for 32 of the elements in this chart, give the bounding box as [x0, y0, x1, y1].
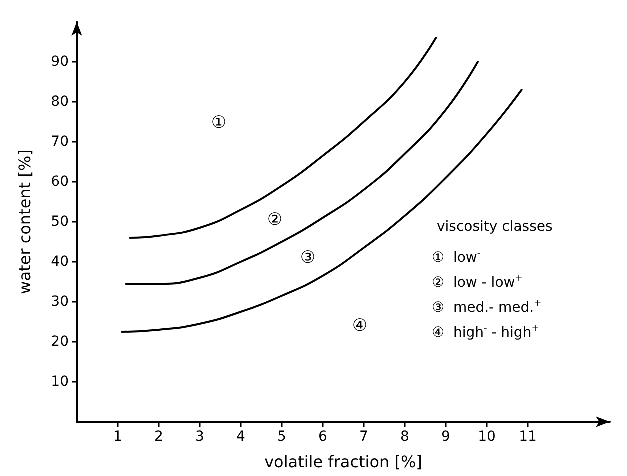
- y-tick-label: 90: [51, 54, 69, 70]
- x-tick-label: 4: [236, 429, 246, 445]
- x-tick-label: 6: [318, 429, 328, 445]
- y-tick-label: 60: [51, 174, 69, 190]
- x-tick-label: 2: [154, 429, 164, 445]
- y-tick-label: 10: [51, 374, 69, 390]
- x-tick-label: 7: [360, 429, 368, 445]
- y-tick-label: 80: [51, 94, 69, 110]
- x-tick-label: 5: [278, 429, 286, 445]
- x-tick-label: 11: [519, 429, 537, 445]
- annotation: ①: [211, 113, 227, 133]
- y-tick-label: 50: [51, 214, 69, 230]
- annotation: ③ med.- med.+: [432, 299, 542, 316]
- x-tick-label: 9: [442, 429, 450, 445]
- y-tick-label: 20: [51, 334, 69, 350]
- y-tick-label: 70: [51, 134, 69, 150]
- y-tick-label: 40: [51, 254, 69, 270]
- annotation: ② low - low+: [432, 274, 523, 291]
- x-tick-label: 1: [114, 429, 122, 445]
- annotation: ④: [352, 316, 368, 336]
- x-tick-label: 8: [400, 429, 410, 445]
- annotation: ④ high- - high+: [432, 324, 540, 341]
- annotation: ②: [267, 210, 283, 230]
- x-axis-title: volatile fraction [%]: [264, 452, 422, 472]
- annotation: ① low-: [432, 249, 481, 266]
- line-series: [129, 37, 438, 239]
- annotation: viscosity classes: [437, 219, 553, 235]
- annotation: ③: [300, 248, 316, 268]
- x-tick-label: 3: [196, 429, 204, 445]
- y-axis-title: water content [%]: [16, 150, 34, 294]
- y-tick-label: 30: [51, 294, 69, 310]
- x-tick-label: 10: [478, 429, 496, 445]
